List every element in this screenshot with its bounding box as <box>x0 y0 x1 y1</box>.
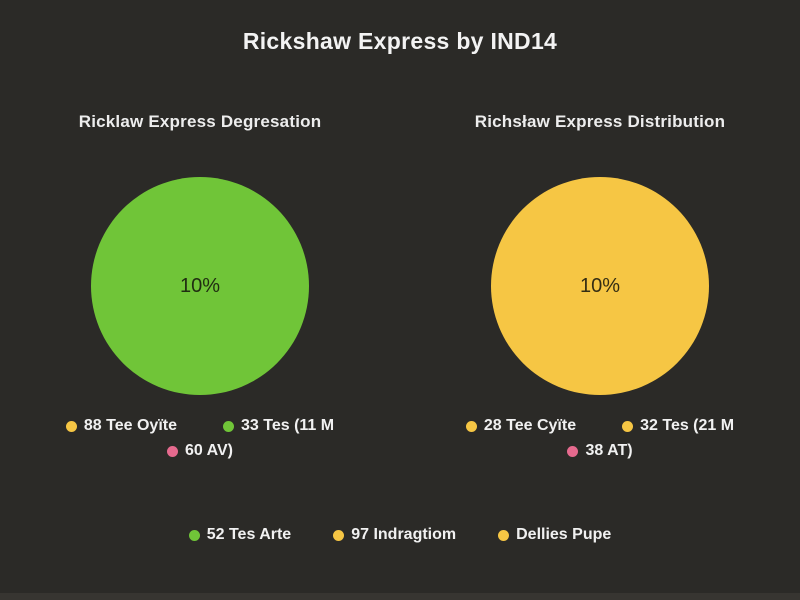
legend-dot-icon <box>166 445 178 457</box>
chart-right-title: Richsław Express Distribution <box>474 112 726 131</box>
legend-label: 33 Tes (11 M <box>241 417 335 434</box>
legend-label: 28 Tee Cyïte <box>483 417 577 434</box>
legend-dot-icon <box>188 529 200 541</box>
legend-dot-icon <box>567 445 579 457</box>
chart-right: Richsław Express Distribution 10% 28 Tee… <box>400 112 800 460</box>
chart-left: Ricklaw Express Degresation 10% 88 Tee O… <box>0 112 400 460</box>
legend-item[interactable]: 52 Tes Arte <box>188 526 292 544</box>
legend-dot-icon <box>333 529 345 541</box>
pie-right-value-label: 10% <box>579 274 621 297</box>
legend-dot-icon <box>498 529 510 541</box>
legend-label: 60 AV) <box>184 442 233 459</box>
legend-label: Dellies Pupe <box>516 526 612 543</box>
pie-right[interactable]: 10% <box>491 177 709 395</box>
chart-left-title: Ricklaw Express Degresation <box>78 112 322 131</box>
legend-item[interactable]: 97 Indragtiom <box>333 526 456 544</box>
legend-label: 88 Tee Oyïte <box>83 417 177 434</box>
bottom-legend: 52 Tes Arte 97 Indragtiom Dellies Pupe <box>0 526 800 544</box>
legend-dot-icon <box>65 420 77 432</box>
legend-right-row-1: 28 Tee Cyïte 32 Tes (21 M <box>400 417 800 435</box>
legend-left-row-2: 60 AV) <box>0 442 400 460</box>
charts-row: Ricklaw Express Degresation 10% 88 Tee O… <box>0 112 800 460</box>
legend-item[interactable]: Dellies Pupe <box>498 526 611 544</box>
footer-strip <box>0 593 800 600</box>
legend-label: 52 Tes Arte <box>206 526 292 543</box>
legend-right-row-2: 38 AT) <box>400 442 800 460</box>
legend-item[interactable]: 60 AV) <box>166 442 233 460</box>
legend-label: 38 AT) <box>585 442 633 459</box>
legend-left-row-1: 88 Tee Oyïte 33 Tes (11 M <box>0 417 400 435</box>
legend-label: 97 Indragtiom <box>351 526 457 543</box>
legend-item[interactable]: 38 AT) <box>567 442 633 460</box>
legend-dot-icon <box>622 420 634 432</box>
page-title: Rickshaw Express by IND14 <box>242 28 558 54</box>
pie-left[interactable]: 10% <box>91 177 309 395</box>
pie-left-value-label: 10% <box>179 274 221 297</box>
legend-dot-icon <box>465 420 477 432</box>
legend-item[interactable]: 33 Tes (11 M <box>223 417 334 435</box>
legend-item[interactable]: 88 Tee Oyïte <box>65 417 177 435</box>
legend-item[interactable]: 28 Tee Cyïte <box>465 417 577 435</box>
legend-item[interactable]: 32 Tes (21 M <box>622 417 734 435</box>
legend-dot-icon <box>223 420 234 432</box>
legend-label: 32 Tes (21 M <box>640 417 735 434</box>
